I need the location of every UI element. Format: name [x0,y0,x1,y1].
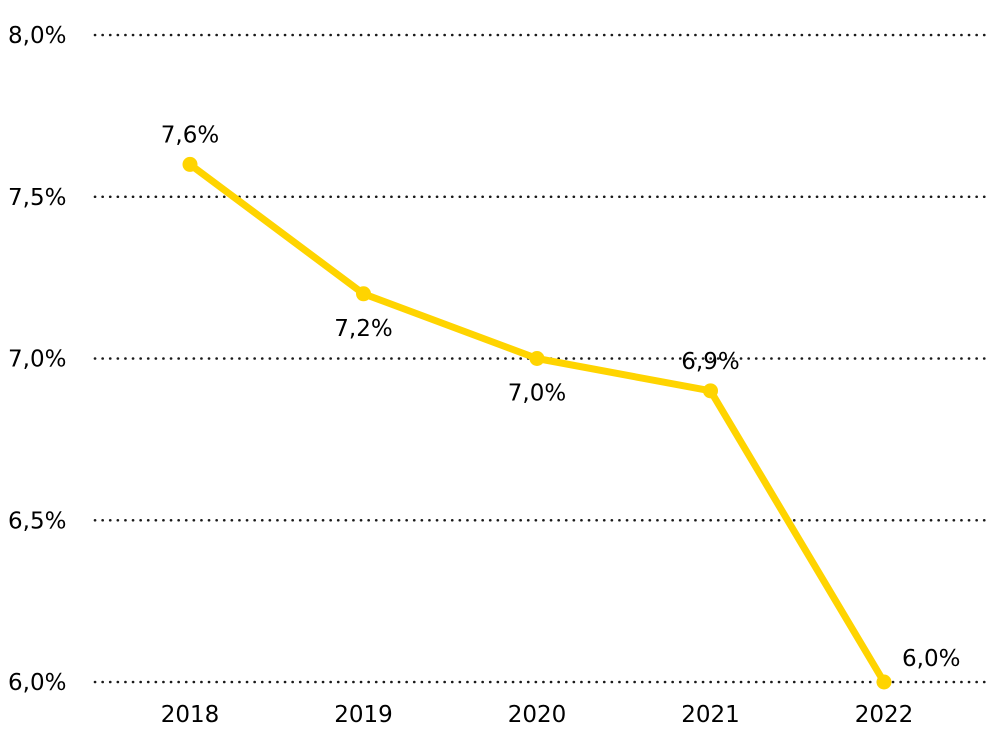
series-line [186,160,888,686]
x-axis-tick-label: 2019 [334,702,393,728]
data-point-marker [529,351,545,366]
x-axis-tick-label: 2021 [681,702,740,728]
y-axis-tick-label: 8,0% [8,23,66,49]
x-axis-tick-label: 2018 [161,702,220,728]
data-point-marker [182,156,198,172]
data-point-label: 7,6% [161,122,219,148]
x-axis-tick-label: 2022 [855,702,914,728]
data-point-label: 7,2% [334,316,392,342]
y-axis-tick-label: 6,5% [8,508,66,534]
y-axis-tick-label: 7,0% [8,347,66,373]
data-point-label: 7,0% [508,381,566,407]
y-axis-tick-label: 6,0% [8,670,66,696]
x-axis-tick-label: 2020 [508,702,567,728]
data-point-marker [356,286,371,302]
y-axis-tick-label: 7,5% [8,185,66,211]
data-point-marker [703,383,718,399]
data-point-label: 6,9% [681,349,739,375]
data-point-marker [876,674,892,690]
data-point-label: 6,0% [902,646,960,672]
